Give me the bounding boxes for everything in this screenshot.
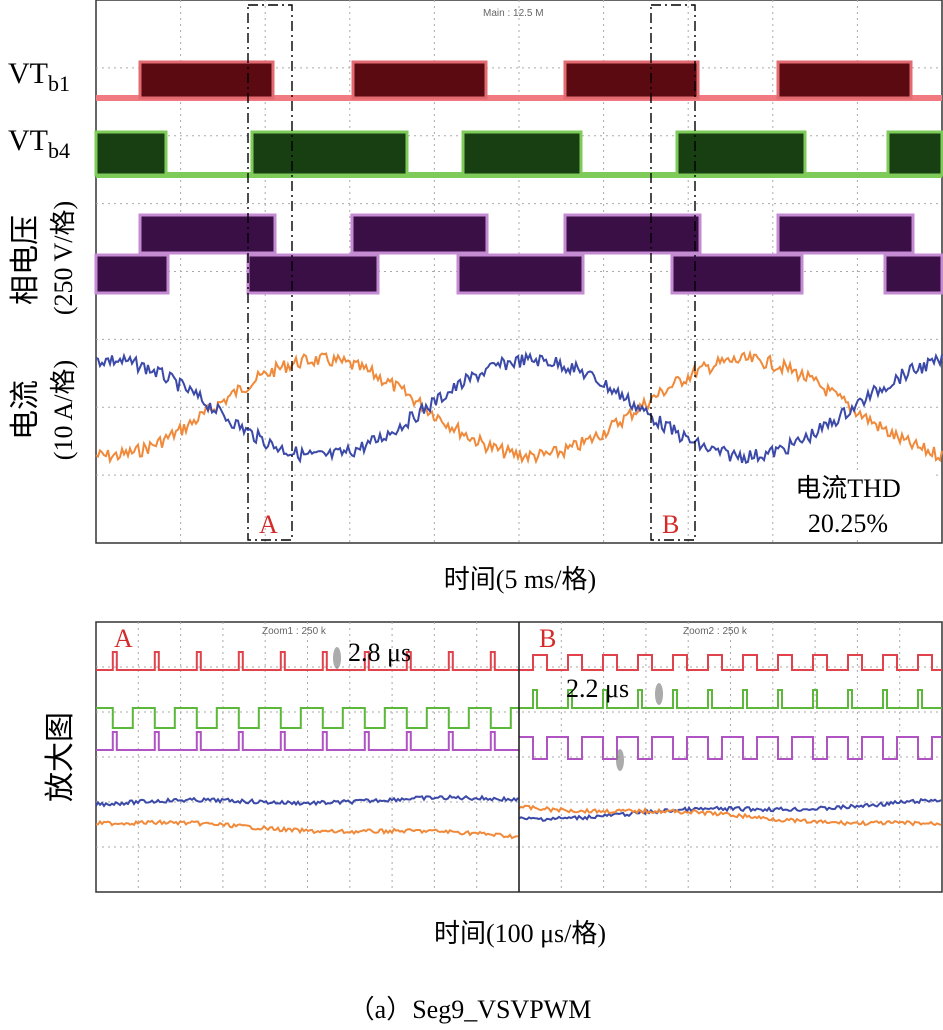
current-label: 电流 <box>9 380 42 440</box>
top-scope-panel: Main : 12.5 M A B 电流THD 20.25% <box>94 0 943 544</box>
phase-voltage-low-pulse <box>456 253 585 295</box>
thd-label: 电流THD <box>795 474 900 503</box>
thd-label-bg <box>775 470 935 540</box>
phase-voltage-low-pulse <box>883 253 943 295</box>
top-x-axis-label: 时间(5 ms/格) <box>444 565 596 594</box>
vtb4-pulse <box>461 130 583 177</box>
vtb4-pulse <box>250 130 409 177</box>
zoom-a-phase-voltage-trace <box>96 731 519 751</box>
current-trace-orange <box>95 349 943 465</box>
zoom-scope-panel: Zoom1 : 250 k Zoom2 : 250 k A B 2.8 μs 2… <box>95 621 943 893</box>
thd-value: 20.25% <box>808 509 888 538</box>
vtb1-pulse <box>563 60 700 100</box>
dead-time-marker-phase <box>616 749 624 771</box>
current-unit: (10 A/格) <box>49 360 78 460</box>
phase-voltage-high-pulse <box>350 213 489 255</box>
zoom-a-vtb4-trace <box>96 707 519 729</box>
zoom-b-current-blue <box>518 797 942 822</box>
zoom-a-current-blue <box>95 794 519 808</box>
phase-voltage-low-pulse <box>670 253 804 295</box>
vtb1-pulse <box>138 60 275 100</box>
zoom-b-vtb4-trace <box>519 689 942 709</box>
dead-time-marker-left <box>333 647 341 669</box>
main-timebase-readout: Main : 12.5 M <box>483 8 544 19</box>
vtb1-pulse <box>351 60 488 100</box>
vtb4-pulse <box>94 130 168 177</box>
dead-time-annot-right: 2.2 μs <box>566 674 629 703</box>
vtb4-pulse <box>675 130 807 177</box>
current-trace-blue <box>95 350 943 465</box>
zoom2-marker-b: B <box>539 624 556 653</box>
phase-voltage-low-pulse <box>94 253 170 295</box>
phase-voltage-low-pulse <box>246 253 380 295</box>
dead-time-marker-right <box>655 683 663 705</box>
zoom-b-phase-voltage-trace <box>519 736 942 760</box>
zoom-x-axis-label: 时间(100 μs/格) <box>434 919 606 948</box>
vtb1-pulse <box>776 60 913 100</box>
zoom-window-b <box>650 4 696 541</box>
zoom-b-vtb1-trace <box>519 654 942 671</box>
zoom-a-current-orange <box>95 819 519 840</box>
vtb4-pulse <box>886 130 943 177</box>
vtb1-baseline <box>96 95 942 101</box>
phase-voltage-unit: (250 V/格) <box>49 201 78 315</box>
zoom-scope-traces <box>95 651 942 840</box>
figure-caption: （a）Seg9_VSVPWM <box>349 995 592 1024</box>
vtb1-label: VTb1 <box>8 57 70 96</box>
zoom-a-vtb1-trace <box>96 651 519 671</box>
marker-a-label: A <box>259 510 278 539</box>
zoom2-readout: Zoom2 : 250 k <box>683 626 748 637</box>
zoom-b-current-orange <box>518 804 942 827</box>
phase-voltage-high-pulse <box>138 213 277 255</box>
zoom1-marker-a: A <box>114 624 133 653</box>
vtb4-label: VTb4 <box>8 124 70 163</box>
phase-voltage-label: 相电压 <box>9 215 42 305</box>
zoom1-readout: Zoom1 : 250 k <box>262 626 327 637</box>
zoom-window-a <box>247 4 293 541</box>
phase-voltage-high-pulse <box>563 213 702 255</box>
dead-time-annot-left: 2.8 μs <box>348 638 411 667</box>
marker-b-label: B <box>662 510 679 539</box>
zoom-y-label: 放大图 <box>44 712 77 802</box>
top-channel-labels: VTb1 VTb4 相电压 (250 V/格) 电流 (10 A/格) <box>8 57 78 460</box>
phase-voltage-high-pulse <box>776 213 915 255</box>
